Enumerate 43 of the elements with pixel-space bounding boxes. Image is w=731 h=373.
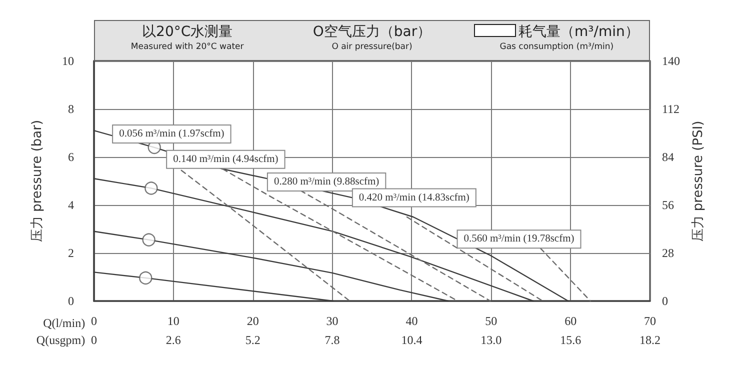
y-tick-label: 0 xyxy=(68,294,74,308)
x2-tick-label: 13.0 xyxy=(480,333,502,347)
x-tick-label: 20 xyxy=(246,314,259,328)
text: O空气压力（bar） xyxy=(312,23,432,41)
text: Gas consumption (m³/min) xyxy=(498,41,615,53)
annotation: 0.280 m³/min (9.88scfm) xyxy=(274,176,380,188)
x2-axis-title: Q(usgpm) xyxy=(36,333,86,347)
x-tick-label: 50 xyxy=(485,314,498,328)
y2-tick-label: 28 xyxy=(662,246,674,260)
y2-axis-title: 压力 pressure (PSI) xyxy=(691,120,706,242)
x2-tick-label: 0 xyxy=(91,333,97,347)
x-tick-label: 70 xyxy=(644,314,656,328)
text: Measured with 20°C water xyxy=(130,41,245,53)
text: O air pressure(bar) xyxy=(330,41,414,53)
x2-tick-label: 10.4 xyxy=(401,333,422,347)
y-tick-label: 10 xyxy=(62,54,74,68)
y-axis-title: 压力 pressure (bar) xyxy=(30,120,45,242)
x-tick-label: 40 xyxy=(406,314,418,328)
x-tick-label: 30 xyxy=(326,314,338,328)
x2-tick-label: 18.2 xyxy=(640,333,660,347)
annotation: 0.560 m³/min (19.78scfm) xyxy=(464,234,575,245)
x-tick-label: 60 xyxy=(564,314,577,328)
y-tick-label: 2 xyxy=(68,246,74,260)
x-tick-label: 0 xyxy=(91,314,97,328)
y2-tick-label: 0 xyxy=(662,294,668,308)
x-tick-label: 10 xyxy=(167,314,180,328)
y-tick-label: 4 xyxy=(68,198,74,212)
y-tick-label: 8 xyxy=(68,102,74,116)
y2-tick-label: 112 xyxy=(662,102,680,116)
annotation: 0.056 m³/min (1.97scfm) xyxy=(119,128,225,140)
text: 以20°C水测量 xyxy=(141,23,234,41)
x2-tick-label: 7.8 xyxy=(324,333,340,347)
y-tick-label: 6 xyxy=(68,150,74,164)
y2-tick-label: 140 xyxy=(662,54,680,68)
x2-tick-label: 2.6 xyxy=(166,333,181,347)
y2-tick-label: 56 xyxy=(662,198,674,212)
annotation: 0.140 m³/min (4.94scfm) xyxy=(173,154,279,165)
y2-tick-label: 84 xyxy=(662,150,674,164)
x2-tick-label: 15.6 xyxy=(560,333,582,347)
text: 耗气量（m³/min） xyxy=(517,23,640,41)
x-axis-title: Q(l/min) xyxy=(43,316,86,330)
x2-tick-label: 5.2 xyxy=(245,333,260,347)
annotation: 0.420 m³/min (14.83scfm) xyxy=(358,192,470,204)
